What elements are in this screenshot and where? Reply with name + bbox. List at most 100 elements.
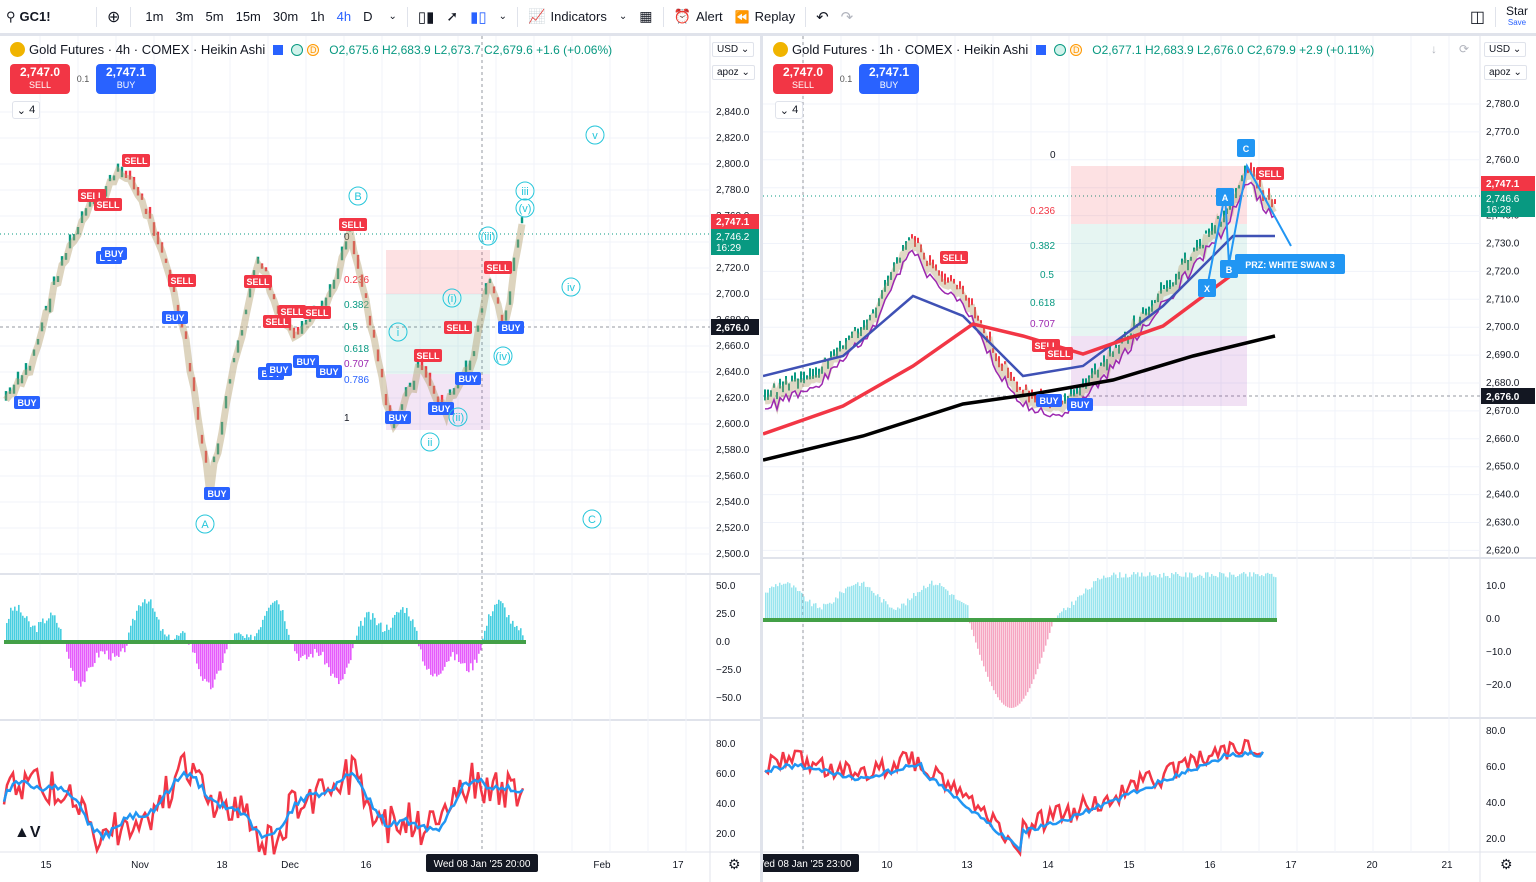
ha-candle bbox=[1016, 381, 1018, 393]
date-tick: 10 bbox=[881, 860, 893, 871]
left-chart-canvas[interactable]: 2,840.02,820.02,800.02,780.02,760.02,740… bbox=[0, 36, 760, 882]
flag-icon[interactable] bbox=[1036, 44, 1047, 55]
date-tick: 14 bbox=[1042, 860, 1054, 871]
ha-candle bbox=[881, 290, 883, 299]
timeframe-1m[interactable]: 1m bbox=[145, 9, 164, 24]
ha-candle bbox=[1088, 375, 1090, 384]
osc-bar bbox=[358, 626, 360, 642]
sell-signal bbox=[244, 275, 272, 288]
indicators-button[interactable]: 📈 Indicators bbox=[522, 0, 613, 34]
osc-bar bbox=[837, 598, 839, 620]
timeframe-30m[interactable]: 30m bbox=[272, 9, 299, 24]
osc-bar bbox=[146, 603, 148, 642]
osc-bar bbox=[204, 642, 206, 679]
osc-bar bbox=[510, 623, 512, 642]
right-spread: 0.1 bbox=[839, 74, 853, 84]
right-sell-button[interactable]: 2,747.0 SELL bbox=[773, 64, 833, 94]
ha-candle bbox=[1274, 199, 1276, 204]
timeframe-4h[interactable]: 4h bbox=[336, 9, 352, 24]
left-currency-select[interactable]: USD ⌄ bbox=[712, 42, 755, 57]
osc-bar bbox=[1103, 575, 1105, 620]
right-chart-pane[interactable]: 2,780.02,770.02,760.02,750.02,740.02,730… bbox=[763, 36, 1536, 882]
fib-label: 0.5 bbox=[1040, 270, 1054, 281]
right-chart-canvas[interactable]: 2,780.02,770.02,760.02,750.02,740.02,730… bbox=[763, 36, 1536, 882]
ha-candle bbox=[1199, 238, 1201, 249]
timeframe-1h[interactable]: 1h bbox=[310, 9, 325, 24]
rsi-tick: 80.0 bbox=[716, 739, 736, 750]
right-indicators-collapse[interactable]: ⌄ 4 bbox=[775, 101, 803, 119]
osc-bar bbox=[114, 642, 116, 657]
left-scale-select[interactable]: apoz ⌄ bbox=[712, 65, 755, 80]
ha-candle bbox=[328, 284, 332, 298]
left-sell-button[interactable]: 2,747.0 SELL bbox=[10, 64, 70, 94]
osc-bar bbox=[122, 642, 124, 649]
timeframe-5m[interactable]: 5m bbox=[205, 9, 224, 24]
ha-candle bbox=[508, 291, 512, 305]
osc-bar bbox=[1153, 575, 1155, 620]
osc-bar bbox=[32, 625, 34, 642]
osc-bar bbox=[176, 635, 178, 642]
left-buy-button[interactable]: 2,747.1 BUY bbox=[96, 64, 156, 94]
osc-bar bbox=[791, 587, 793, 620]
osc-bar bbox=[979, 620, 981, 655]
alert-button[interactable]: ⏰ Alert bbox=[668, 0, 729, 34]
osc-bar bbox=[306, 642, 308, 660]
bar-style-button[interactable]: ▯▮ bbox=[412, 0, 441, 34]
osc-tick: 25.0 bbox=[716, 609, 736, 620]
heikin-ashi-button[interactable]: ▮▯ bbox=[464, 0, 493, 34]
osc-bar bbox=[302, 642, 304, 656]
ha-candle bbox=[995, 353, 997, 362]
timeframe-3m[interactable]: 3m bbox=[175, 9, 194, 24]
osc-bar bbox=[903, 603, 905, 620]
ha-candle bbox=[1106, 359, 1108, 371]
osc-bar bbox=[825, 604, 827, 620]
line-style-button[interactable]: ➚ bbox=[440, 0, 464, 34]
timeframe-15m[interactable]: 15m bbox=[235, 9, 261, 24]
symbol-search[interactable]: ⚲ GC1! bbox=[0, 0, 92, 34]
ha-candle bbox=[520, 217, 524, 224]
right-scale-select[interactable]: apoz ⌄ bbox=[1484, 65, 1527, 80]
left-indicators-collapse[interactable]: ⌄ 4 bbox=[12, 101, 40, 119]
last-price: 2,747.1 bbox=[716, 217, 750, 228]
osc-bar bbox=[1021, 620, 1023, 702]
ha-candle bbox=[1097, 369, 1099, 378]
timeframe-D[interactable]: D bbox=[363, 9, 373, 24]
osc-bar bbox=[1131, 574, 1133, 620]
fib-label: 0 bbox=[344, 232, 350, 243]
undo-button[interactable]: ↶ bbox=[810, 0, 835, 34]
right-buy-button[interactable]: 2,747.1 BUY bbox=[859, 64, 919, 94]
right-trade-buttons: 2,747.0 SELL 0.1 2,747.1 BUY bbox=[773, 64, 919, 94]
layouts-button[interactable]: ▦ bbox=[633, 0, 658, 34]
osc-bar bbox=[196, 642, 198, 664]
wave-label: (iii) bbox=[481, 231, 496, 243]
osc-bar bbox=[1093, 581, 1095, 620]
left-settings-icon[interactable]: ⚙ bbox=[728, 856, 741, 872]
osc-bar bbox=[1111, 575, 1113, 620]
left-chart-pane[interactable]: 2,840.02,820.02,800.02,780.02,760.02,740… bbox=[0, 36, 760, 882]
osc-bar bbox=[1221, 573, 1223, 620]
save-layout-button[interactable]: Star Save bbox=[1500, 0, 1536, 34]
timeframe-dropdown[interactable]: ⌄ bbox=[383, 0, 403, 34]
ha-candle bbox=[1133, 315, 1135, 328]
replay-button[interactable]: ⏪ Replay bbox=[729, 0, 801, 34]
ha-candle bbox=[788, 383, 790, 391]
flag-icon[interactable] bbox=[273, 44, 284, 55]
right-restore-icon[interactable]: ⟳ bbox=[1459, 42, 1470, 56]
sell-signal bbox=[940, 251, 968, 264]
right-settings-icon[interactable]: ⚙ bbox=[1500, 856, 1513, 872]
chart-type-dropdown[interactable]: ⌄ bbox=[493, 0, 513, 34]
ha-candle bbox=[947, 277, 949, 283]
redo-button[interactable]: ↷ bbox=[835, 0, 860, 34]
compare-button[interactable]: ⊕ bbox=[101, 0, 126, 34]
osc-bar bbox=[244, 637, 246, 642]
osc-bar bbox=[314, 642, 316, 649]
layout-toggle-button[interactable]: ◫ bbox=[1464, 0, 1491, 34]
ha-candle bbox=[108, 174, 112, 182]
right-download-icon[interactable]: ↓ bbox=[1431, 42, 1437, 56]
right-currency-select[interactable]: USD ⌄ bbox=[1484, 42, 1527, 57]
pattern-point-label: A bbox=[1222, 193, 1229, 203]
osc-tick: −25.0 bbox=[716, 665, 742, 676]
indicators-dropdown[interactable]: ⌄ bbox=[613, 0, 633, 34]
osc-bar bbox=[362, 625, 364, 642]
ha-candle bbox=[340, 246, 344, 261]
